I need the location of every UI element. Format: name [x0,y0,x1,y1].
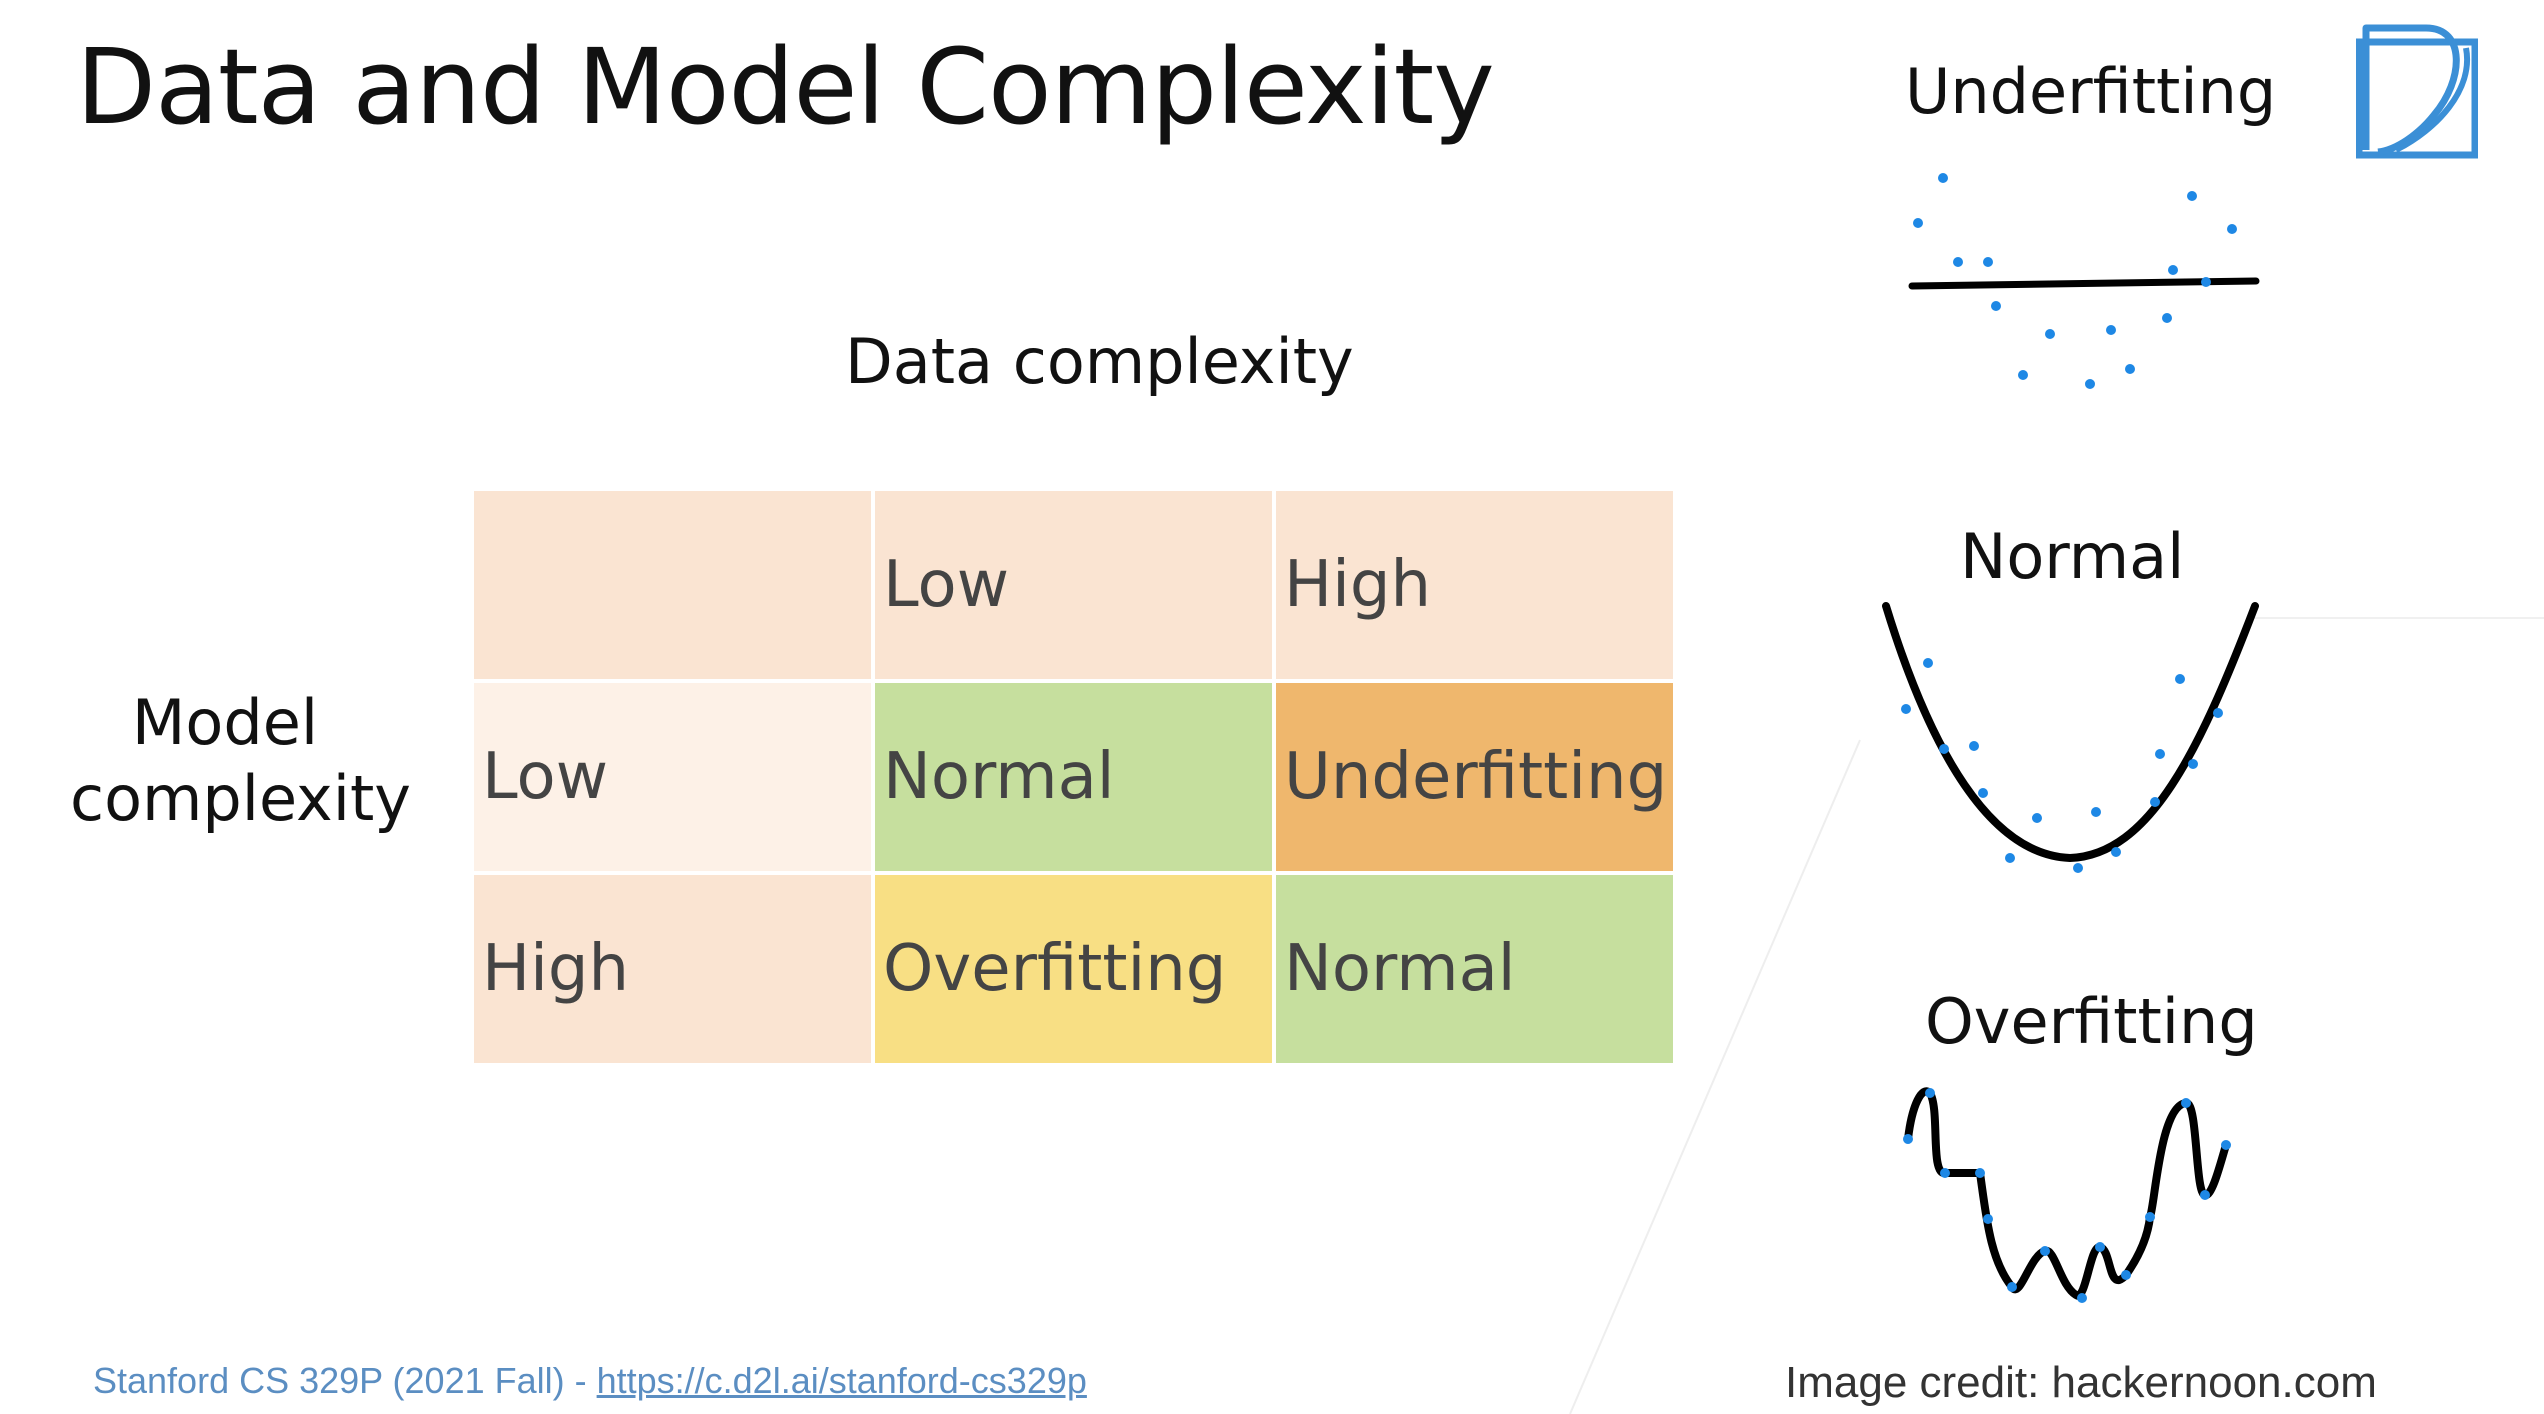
overfitting-plot [1903,1087,2231,1303]
underfitting-label: Underfitting [1905,55,2277,128]
d2l-logo-icon[interactable] [2356,20,2478,160]
normal-label: Normal [1960,520,2185,593]
footer: Stanford CS 329P (2021 Fall) - https://c… [93,1360,1087,1402]
overfitting-fit-curve [1904,1087,2230,1300]
footer-link[interactable]: https://c.d2l.ai/stanford-cs329p [596,1360,1087,1401]
footer-course: Stanford CS 329P (2021 Fall) - [93,1360,597,1401]
row-label-high: High [474,875,871,1063]
underfitting-fit-line [1908,277,2260,290]
normal-points [1901,658,2223,873]
normal-plot [1882,602,2259,873]
normal-fit-curve [1882,602,2259,863]
complexity-table: Low High Low Normal Underfitting High Ov… [474,491,1673,1063]
underfitting-points [1913,173,2237,389]
overfitting-label: Overfitting [1925,985,2258,1058]
table-corner-cell [474,491,871,679]
cell-high-high: Normal [1276,875,1673,1063]
column-label-low: Low [875,491,1272,679]
cell-low-low: Normal [875,683,1272,871]
overfitting-points [1903,1088,2231,1303]
cell-high-low: Overfitting [875,875,1272,1063]
column-header: Data complexity [845,325,1354,398]
slide-title: Data and Model Complexity [76,26,1495,148]
row-label-low: Low [474,683,871,871]
row-header: Model complexity [70,686,411,835]
cell-low-high: Underfitting [1276,683,1673,871]
underfitting-plot [1908,173,2260,389]
column-label-high: High [1276,491,1673,679]
image-credit: Image credit: hackernoon.com [1785,1358,2377,1407]
